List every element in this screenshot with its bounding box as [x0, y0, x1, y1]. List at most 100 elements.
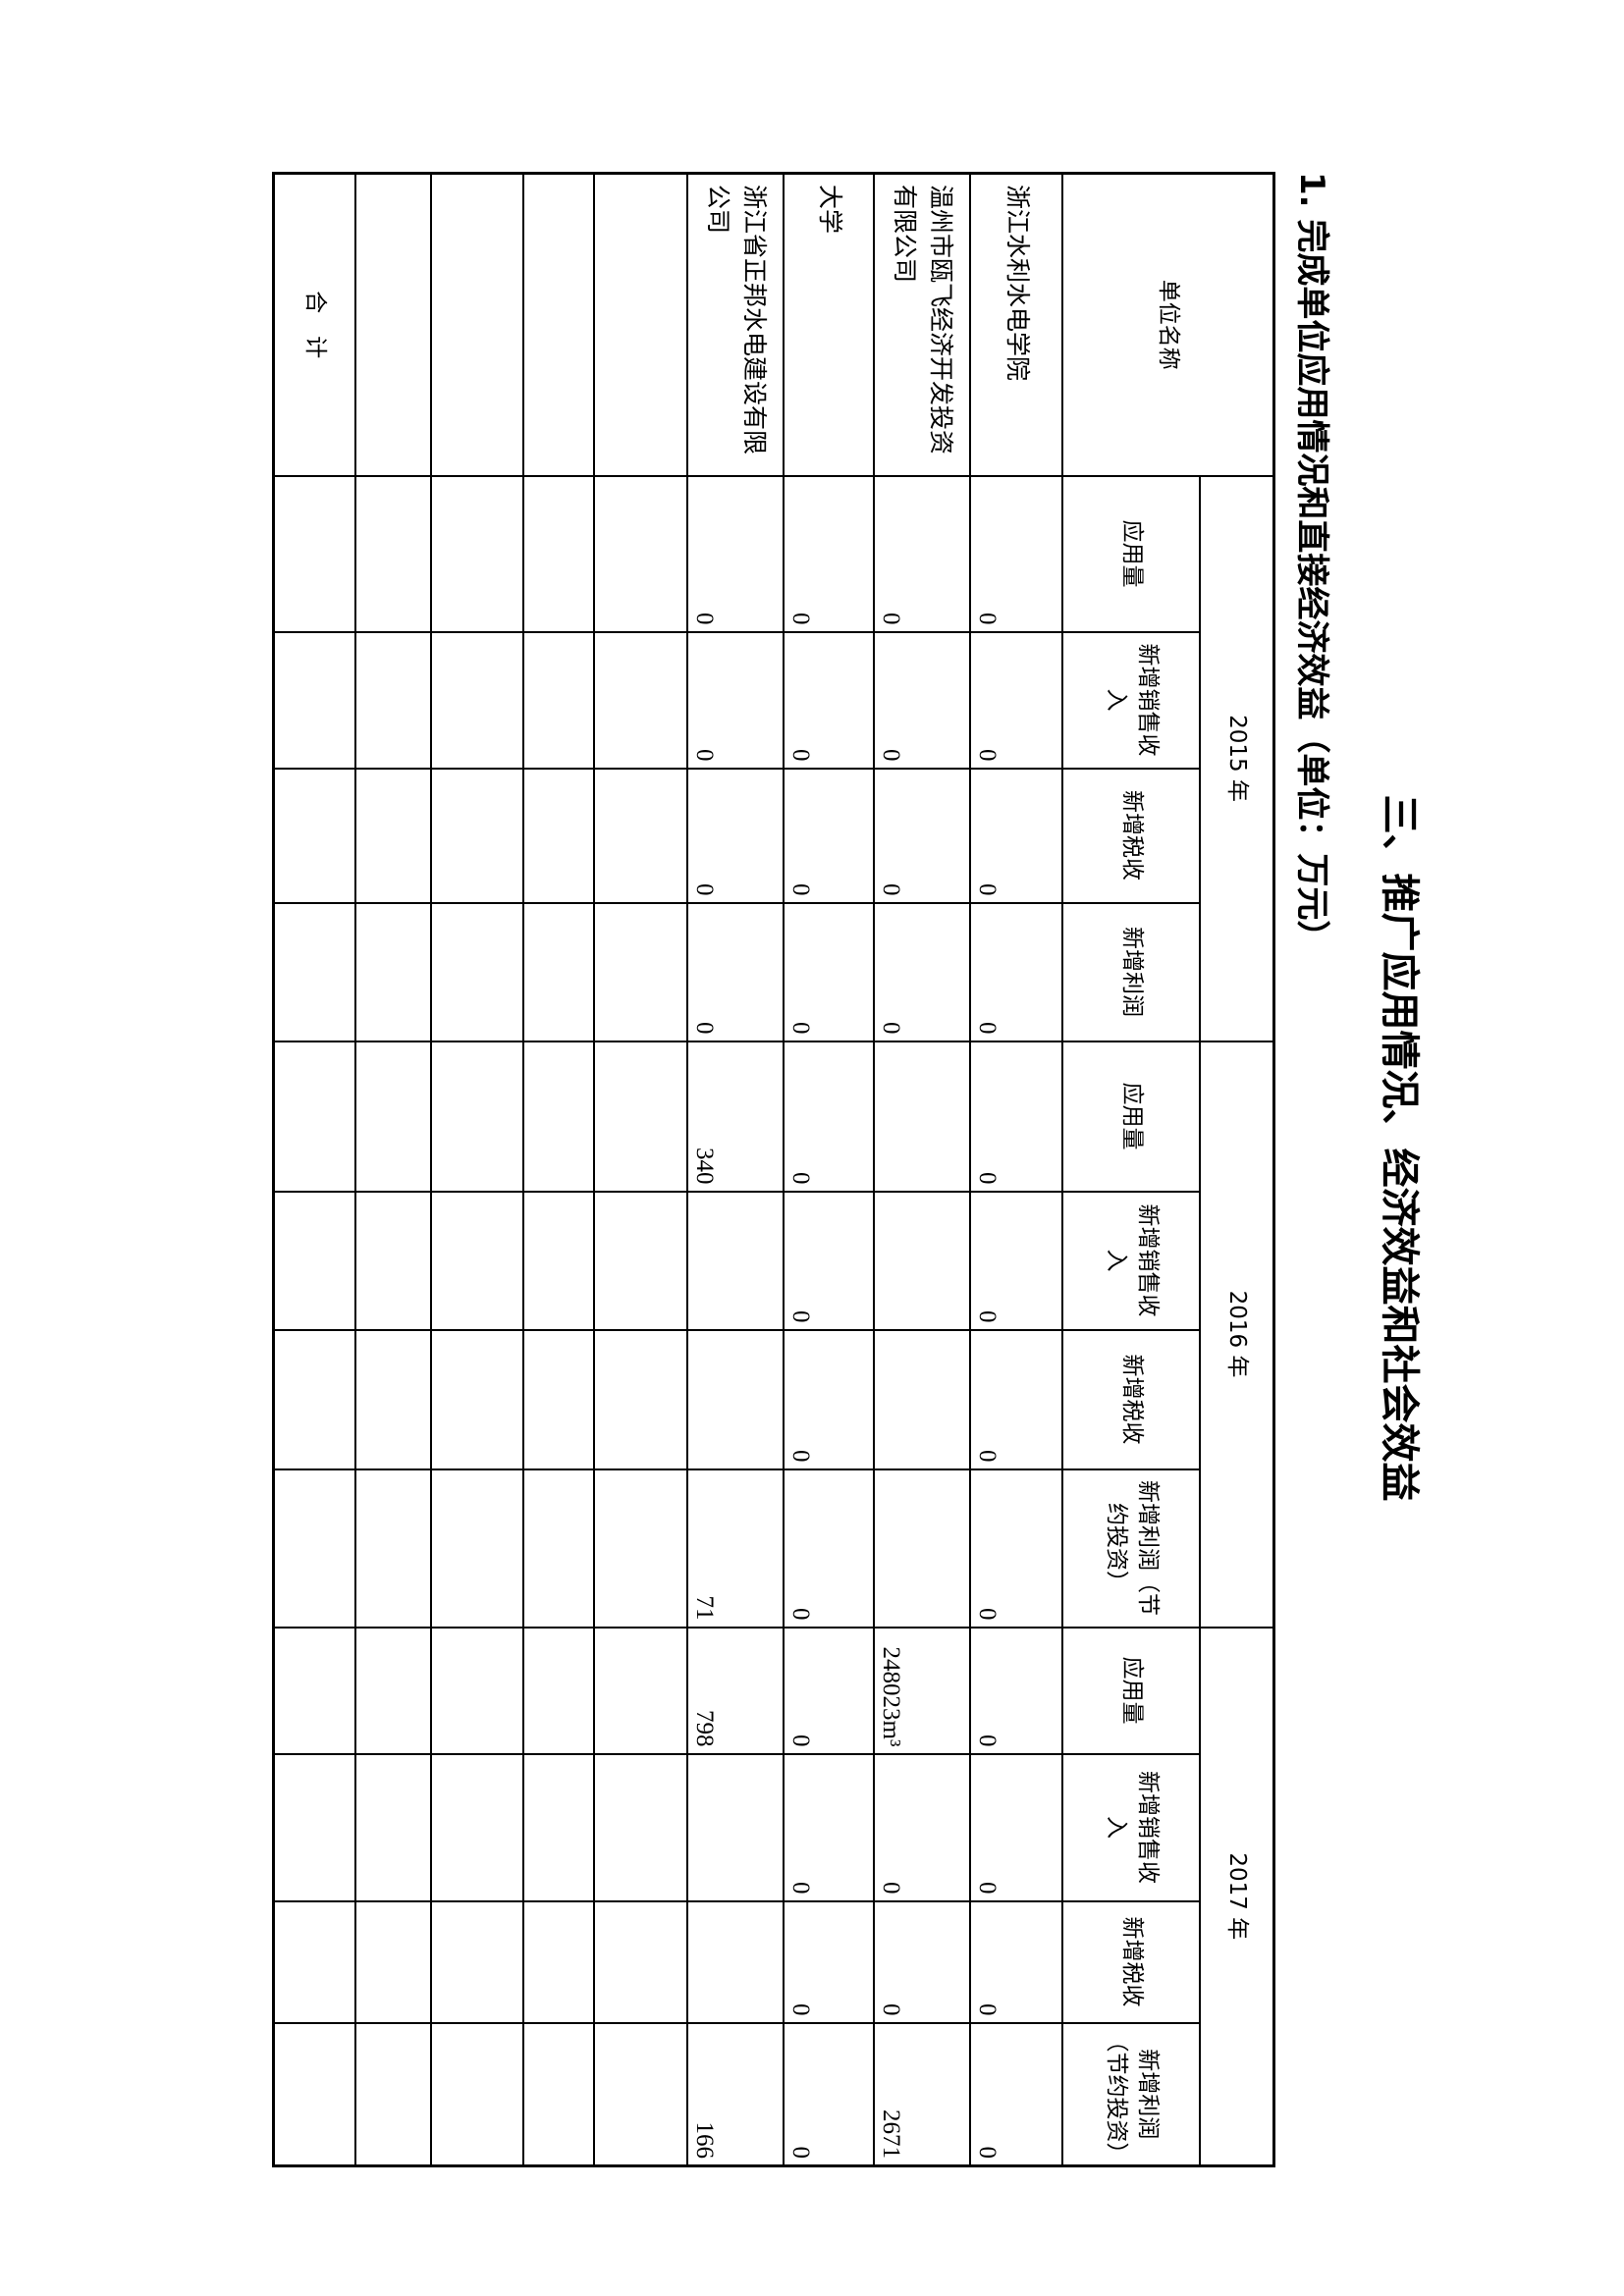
value-cell: 0: [970, 1627, 1063, 1754]
value-cell: 166: [687, 2022, 785, 2166]
column-header: 应用量: [1062, 1627, 1201, 1754]
value-cell: [523, 1468, 595, 1628]
total-cell: [273, 1753, 356, 1901]
value-cell: [523, 2022, 595, 2166]
column-header: 应用量: [1062, 1041, 1201, 1192]
total-cell: [273, 631, 356, 769]
value-cell: [874, 1191, 971, 1330]
value-cell: [594, 475, 688, 632]
value-cell: 0: [784, 1468, 875, 1628]
value-cell: [594, 1627, 688, 1754]
value-cell: 0: [970, 1468, 1063, 1628]
value-cell: [355, 1900, 432, 2023]
value-cell: [594, 1329, 688, 1469]
value-cell: 0: [874, 1753, 971, 1901]
unit-name: 大学: [784, 173, 875, 476]
unit-name: 浙江水利水电学院: [970, 173, 1063, 476]
value-cell: [594, 768, 688, 903]
value-cell: [355, 902, 432, 1041]
value-cell: 0: [784, 1900, 875, 2023]
value-cell: 0: [874, 768, 971, 903]
value-cell: [687, 1900, 785, 2023]
total-cell: [273, 902, 356, 1041]
value-cell: [594, 1900, 688, 2023]
value-cell: 798: [687, 1627, 785, 1754]
column-header: 新增利润: [1062, 902, 1201, 1041]
column-header: 新增利润（节约投资）: [1062, 2022, 1201, 2166]
year-header: 2017 年: [1200, 1627, 1274, 2166]
value-cell: 71: [687, 1468, 785, 1628]
value-cell: 0: [784, 902, 875, 1041]
value-cell: [523, 902, 595, 1041]
value-cell: [594, 902, 688, 1041]
value-cell: 0: [970, 768, 1063, 903]
table-row: [523, 173, 595, 2166]
table-row: 温州市瓯飞经济开发投资有限公司 0 0 0 0 248023m³ 0 0 2671: [874, 173, 971, 2166]
column-header: 应用量: [1062, 475, 1201, 632]
value-cell: 0: [784, 1191, 875, 1330]
table-row: [355, 173, 432, 2166]
value-cell: 340: [687, 1041, 785, 1192]
unit-name: 温州市瓯飞经济开发投资有限公司: [874, 173, 971, 476]
value-cell: [523, 631, 595, 769]
value-cell: 248023m³: [874, 1627, 971, 1754]
value-cell: [431, 902, 524, 1041]
table-row: 浙江水利水电学院 0 0 0 0 0 0 0 0 0 0 0 0: [970, 173, 1063, 2166]
value-cell: [355, 1753, 432, 1901]
value-cell: [523, 1753, 595, 1901]
value-cell: 0: [784, 1041, 875, 1192]
value-cell: 0: [874, 475, 971, 632]
value-cell: [594, 2022, 688, 2166]
column-header: 新增销售收入: [1062, 631, 1201, 769]
value-cell: [874, 1329, 971, 1469]
column-header: 新增税收: [1062, 768, 1201, 903]
total-row: 合 计: [273, 173, 356, 2166]
value-cell: [523, 1900, 595, 2023]
value-cell: [355, 1329, 432, 1469]
value-cell: [431, 2022, 524, 2166]
value-cell: [687, 1753, 785, 1901]
value-cell: [687, 1329, 785, 1469]
value-cell: [355, 768, 432, 903]
value-cell: [594, 1753, 688, 1901]
value-cell: 0: [874, 1900, 971, 2023]
value-cell: [687, 1191, 785, 1330]
value-cell: [594, 1191, 688, 1330]
value-cell: [431, 1468, 524, 1628]
value-cell: [523, 1627, 595, 1754]
table-row: 大学 0 0 0 0 0 0 0 0 0 0 0 0: [784, 173, 875, 2166]
year-header: 2015 年: [1200, 475, 1274, 1041]
value-cell: [355, 2022, 432, 2166]
unit-name: [523, 173, 595, 476]
value-cell: 0: [687, 631, 785, 769]
value-cell: 0: [687, 768, 785, 903]
value-cell: 0: [970, 1041, 1063, 1192]
value-cell: 0: [970, 2022, 1063, 2166]
value-cell: [355, 1041, 432, 1192]
value-cell: [594, 1041, 688, 1192]
total-cell: [273, 1329, 356, 1469]
total-cell: [273, 1468, 356, 1628]
column-header: 新增税收: [1062, 1900, 1201, 2023]
unit-name: [431, 173, 524, 476]
value-cell: 0: [784, 2022, 875, 2166]
value-cell: 0: [970, 1753, 1063, 1901]
table-row: [594, 173, 688, 2166]
total-cell: [273, 1900, 356, 2023]
value-cell: 0: [784, 1329, 875, 1469]
value-cell: [523, 475, 595, 632]
table-row: 浙江省正邦水电建设有限公司 0 0 0 0 340 71 798 166: [687, 173, 785, 2166]
value-cell: 0: [970, 475, 1063, 632]
value-cell: 0: [784, 768, 875, 903]
total-cell: [273, 1191, 356, 1330]
value-cell: 0: [874, 631, 971, 769]
value-cell: [355, 1627, 432, 1754]
unit-name: [594, 173, 688, 476]
benefit-table: 单位名称 2015 年 2016 年 2017 年应用量 新增销售收入 新增税收 新增利润应…: [272, 172, 1275, 2167]
value-cell: [431, 1753, 524, 1901]
value-cell: 0: [970, 1329, 1063, 1469]
value-cell: [431, 768, 524, 903]
value-cell: [523, 768, 595, 903]
value-cell: [431, 475, 524, 632]
